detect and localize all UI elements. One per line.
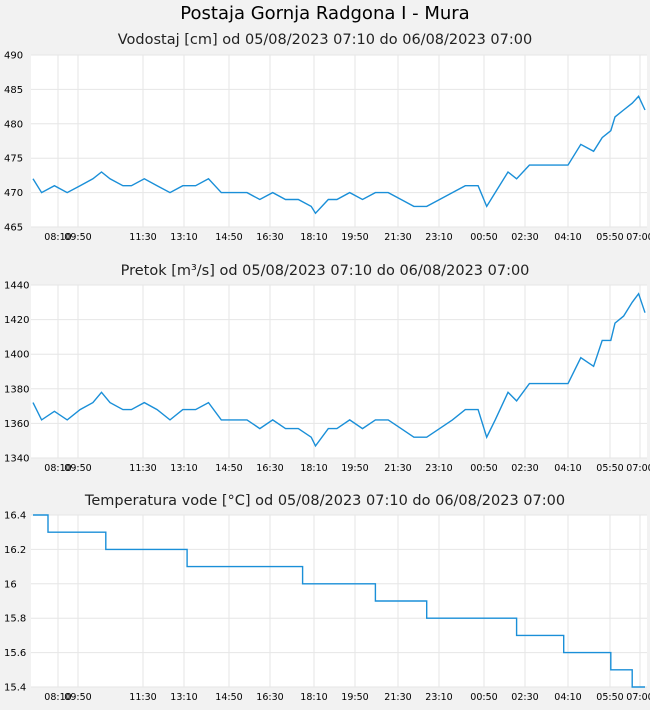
y-tick-label: 485 bbox=[4, 85, 23, 96]
x-tick-label: 05:50 bbox=[596, 232, 623, 243]
plot-area bbox=[31, 285, 647, 458]
x-tick-label: 02:30 bbox=[511, 463, 538, 474]
y-tick-label: 480 bbox=[4, 119, 23, 130]
x-tick-label: 08:10 bbox=[44, 232, 71, 243]
x-tick-label: 05:50 bbox=[596, 463, 623, 474]
x-tick-label: 21:30 bbox=[384, 692, 411, 703]
x-tick-label: 18:10 bbox=[300, 232, 327, 243]
y-tick-label: 490 bbox=[4, 51, 23, 62]
x-tick-label: 16:30 bbox=[256, 232, 283, 243]
x-tick-label: 04:10 bbox=[554, 463, 581, 474]
x-tick-label: 23:10 bbox=[425, 232, 452, 243]
y-tick-label: 1340 bbox=[4, 454, 29, 465]
x-tick-label: 16:30 bbox=[256, 463, 283, 474]
chart-title: Pretok [m³/s] od 05/08/2023 07:10 do 06/… bbox=[121, 263, 530, 279]
x-tick-label: 08:10 bbox=[44, 692, 71, 703]
x-tick-label: 19:50 bbox=[341, 692, 368, 703]
y-tick-label: 1400 bbox=[4, 350, 29, 361]
x-tick-label: 13:10 bbox=[170, 692, 197, 703]
y-tick-label: 16.4 bbox=[4, 511, 26, 522]
series-line-temperatura-vode bbox=[33, 514, 645, 688]
x-tick-label: 16:30 bbox=[256, 692, 283, 703]
y-tick-label: 1360 bbox=[4, 419, 29, 430]
x-tick-label: 02:30 bbox=[511, 232, 538, 243]
x-tick-label: 09:50 bbox=[64, 692, 91, 703]
x-tick-label: 09:50 bbox=[64, 463, 91, 474]
x-tick-label: 00:50 bbox=[470, 692, 497, 703]
x-tick-label: 07:00 bbox=[626, 232, 650, 243]
y-tick-label: 475 bbox=[4, 154, 23, 165]
y-tick-label: 1440 bbox=[4, 281, 29, 292]
plot-area bbox=[31, 515, 647, 687]
y-tick-label: 465 bbox=[4, 223, 23, 234]
x-tick-label: 08:10 bbox=[44, 463, 71, 474]
y-tick-label: 15.4 bbox=[4, 683, 26, 694]
y-tick-label: 470 bbox=[4, 188, 23, 199]
x-tick-label: 13:10 bbox=[170, 232, 197, 243]
x-tick-label: 09:50 bbox=[64, 232, 91, 243]
x-tick-label: 18:10 bbox=[300, 463, 327, 474]
x-tick-label: 11:30 bbox=[129, 692, 156, 703]
x-tick-label: 07:00 bbox=[626, 692, 650, 703]
x-tick-label: 13:10 bbox=[170, 463, 197, 474]
x-tick-label: 11:30 bbox=[129, 232, 156, 243]
x-tick-label: 07:00 bbox=[626, 463, 650, 474]
y-tick-label: 15.8 bbox=[4, 614, 26, 625]
page-title: Postaja Gornja Radgona I - Mura bbox=[180, 3, 470, 24]
series-line-vodostaj bbox=[32, 95, 646, 215]
x-tick-label: 23:10 bbox=[425, 463, 452, 474]
water-level-chart: Vodostaj [cm] od 05/08/2023 07:10 do 06/… bbox=[4, 32, 650, 243]
x-tick-label: 11:30 bbox=[129, 463, 156, 474]
chart-title: Vodostaj [cm] od 05/08/2023 07:10 do 06/… bbox=[118, 32, 532, 48]
x-tick-label: 05:50 bbox=[596, 692, 623, 703]
y-tick-label: 1420 bbox=[4, 315, 29, 326]
y-tick-label: 16 bbox=[4, 579, 17, 590]
chart-title: Temperatura vode [°C] od 05/08/2023 07:1… bbox=[84, 493, 565, 509]
x-tick-label: 23:10 bbox=[425, 692, 452, 703]
x-tick-label: 18:10 bbox=[300, 692, 327, 703]
water-temperature-chart: Temperatura vode [°C] od 05/08/2023 07:1… bbox=[4, 493, 650, 703]
discharge-chart: Pretok [m³/s] od 05/08/2023 07:10 do 06/… bbox=[4, 263, 650, 474]
x-tick-label: 02:30 bbox=[511, 692, 538, 703]
x-tick-label: 14:50 bbox=[215, 232, 242, 243]
x-tick-label: 00:50 bbox=[470, 463, 497, 474]
y-tick-label: 15.6 bbox=[4, 648, 26, 659]
x-tick-label: 19:50 bbox=[341, 463, 368, 474]
x-tick-label: 00:50 bbox=[470, 232, 497, 243]
x-tick-label: 04:10 bbox=[554, 232, 581, 243]
x-tick-label: 14:50 bbox=[215, 692, 242, 703]
y-tick-label: 1380 bbox=[4, 384, 29, 395]
x-tick-label: 19:50 bbox=[341, 232, 368, 243]
x-tick-label: 21:30 bbox=[384, 463, 411, 474]
series-line-pretok bbox=[32, 292, 646, 448]
plot-area bbox=[31, 55, 647, 227]
y-tick-label: 16.2 bbox=[4, 545, 26, 556]
x-tick-label: 14:50 bbox=[215, 463, 242, 474]
x-tick-label: 21:30 bbox=[384, 232, 411, 243]
x-tick-label: 04:10 bbox=[554, 692, 581, 703]
